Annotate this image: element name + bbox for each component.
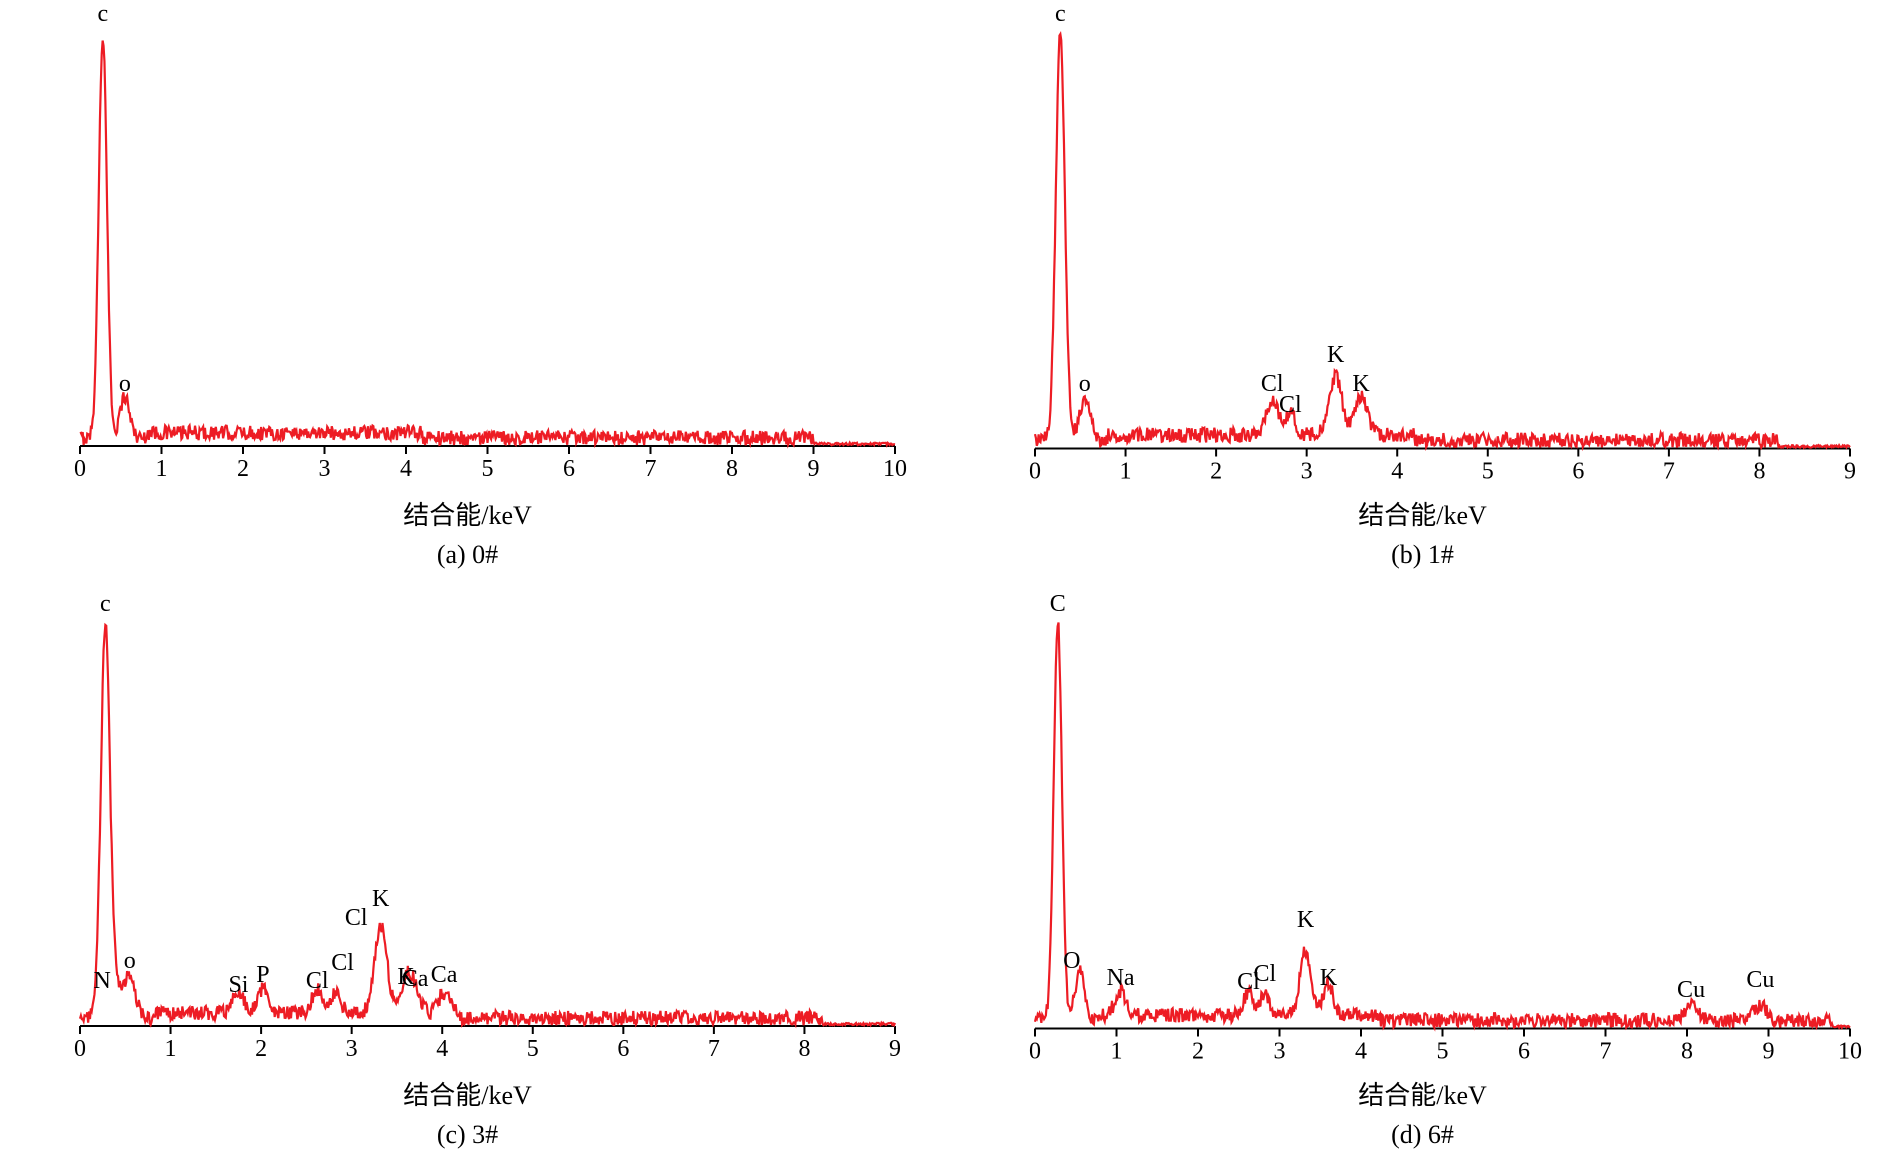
peak-label-c: c bbox=[100, 591, 111, 618]
svg-text:9: 9 bbox=[1844, 459, 1856, 485]
peak-label-ca: Ca bbox=[402, 966, 429, 993]
peak-label-cl: Cl bbox=[1253, 961, 1276, 988]
peak-label-k: K bbox=[1327, 342, 1344, 369]
peak-label-c: c bbox=[1055, 1, 1066, 28]
peak-label-o: o bbox=[1079, 371, 1091, 398]
spectrum-line bbox=[1035, 34, 1850, 448]
svg-text:3: 3 bbox=[319, 456, 331, 482]
spectrum-svg: 0 1 2 3 4 5 6 7 8 9 bbox=[975, 20, 1870, 491]
svg-text:1: 1 bbox=[1120, 459, 1132, 485]
svg-text:8: 8 bbox=[1753, 459, 1765, 485]
peak-label-p: P bbox=[256, 962, 269, 989]
peak-label-k: K bbox=[1297, 907, 1314, 934]
svg-text:7: 7 bbox=[708, 1036, 720, 1062]
peak-label-cu: Cu bbox=[1677, 977, 1705, 1004]
panel-d: 012345678910CONaClClKKCuCu 结合能/keV (d) 6… bbox=[975, 610, 1870, 1150]
svg-text:0: 0 bbox=[1029, 459, 1041, 485]
svg-text:6: 6 bbox=[617, 1036, 629, 1062]
svg-text:10: 10 bbox=[1838, 1039, 1862, 1065]
chart-b: 0123456789coClClKK bbox=[975, 20, 1870, 491]
svg-text:3: 3 bbox=[346, 1036, 358, 1062]
svg-text:1: 1 bbox=[1111, 1039, 1123, 1065]
svg-text:3: 3 bbox=[1301, 459, 1313, 485]
peak-label-c: C bbox=[1050, 591, 1066, 618]
chart-d: 012345678910CONaClClKKCuCu bbox=[975, 610, 1870, 1071]
peak-label-na: Na bbox=[1107, 965, 1135, 992]
peak-label-cl: Cl bbox=[345, 905, 368, 932]
caption-a: (a) 0# bbox=[437, 540, 498, 570]
caption-c: (c) 3# bbox=[437, 1120, 498, 1150]
peak-label-c: c bbox=[97, 1, 108, 28]
svg-text:4: 4 bbox=[400, 456, 412, 482]
peak-label-si: Si bbox=[228, 972, 248, 999]
spectrum-line bbox=[80, 41, 895, 446]
panel-c: 0123456789cNoSiPClKKCaCaClCl 结合能/keV (c)… bbox=[20, 610, 915, 1150]
spectrum-svg: 0 1 2 3 4 5 6 7 8 9 10 bbox=[975, 610, 1870, 1071]
peak-label-ca: Ca bbox=[431, 962, 458, 989]
peak-label-o: o bbox=[119, 371, 131, 398]
spectrum-svg: 0 1 2 3 4 5 6 7 8 9 10 bbox=[20, 20, 915, 491]
caption-b: (b) 1# bbox=[1391, 540, 1454, 570]
svg-text:0: 0 bbox=[1029, 1039, 1041, 1065]
svg-text:8: 8 bbox=[1681, 1039, 1693, 1065]
svg-text:10: 10 bbox=[883, 456, 907, 482]
svg-text:9: 9 bbox=[1763, 1039, 1775, 1065]
svg-text:1: 1 bbox=[165, 1036, 177, 1062]
peak-label-cl: Cl bbox=[306, 968, 329, 995]
peak-label-k: K bbox=[1320, 965, 1337, 992]
svg-text:8: 8 bbox=[798, 1036, 810, 1062]
svg-text:5: 5 bbox=[1482, 459, 1494, 485]
peak-label-cu: Cu bbox=[1746, 967, 1774, 994]
svg-text:6: 6 bbox=[1518, 1039, 1530, 1065]
xlabel-a: 结合能/keV bbox=[403, 495, 532, 532]
panel-b: 0123456789coClClKK 结合能/keV (b) 1# bbox=[975, 20, 1870, 570]
svg-text:4: 4 bbox=[436, 1036, 448, 1062]
svg-text:9: 9 bbox=[889, 1036, 901, 1062]
peak-label-k: K bbox=[1352, 371, 1369, 398]
svg-text:8: 8 bbox=[726, 456, 738, 482]
spectrum-svg: 0 1 2 3 4 5 6 7 8 9 bbox=[20, 610, 915, 1071]
peak-label-n: N bbox=[94, 968, 111, 995]
svg-text:6: 6 bbox=[563, 456, 575, 482]
xlabel-b: 结合能/keV bbox=[1358, 495, 1487, 532]
panel-grid: 012345678910co 结合能/keV (a) 0# 0123456789… bbox=[20, 20, 1870, 1140]
svg-text:2: 2 bbox=[237, 456, 249, 482]
svg-text:1: 1 bbox=[156, 456, 168, 482]
svg-text:2: 2 bbox=[1210, 459, 1222, 485]
svg-text:5: 5 bbox=[1437, 1039, 1449, 1065]
peak-label-o: O bbox=[1063, 948, 1080, 975]
svg-text:4: 4 bbox=[1391, 459, 1403, 485]
svg-text:0: 0 bbox=[74, 1036, 86, 1062]
svg-text:7: 7 bbox=[1600, 1039, 1612, 1065]
panel-a: 012345678910co 结合能/keV (a) 0# bbox=[20, 20, 915, 570]
svg-text:5: 5 bbox=[527, 1036, 539, 1062]
svg-text:0: 0 bbox=[74, 456, 86, 482]
svg-text:2: 2 bbox=[1192, 1039, 1204, 1065]
xlabel-c: 结合能/keV bbox=[403, 1075, 532, 1112]
svg-text:9: 9 bbox=[808, 456, 820, 482]
svg-text:4: 4 bbox=[1355, 1039, 1367, 1065]
svg-text:3: 3 bbox=[1274, 1039, 1286, 1065]
svg-text:6: 6 bbox=[1572, 459, 1584, 485]
peak-label-o: o bbox=[124, 948, 136, 975]
spectrum-line bbox=[80, 625, 895, 1025]
svg-text:7: 7 bbox=[1663, 459, 1675, 485]
svg-text:2: 2 bbox=[255, 1036, 267, 1062]
svg-text:5: 5 bbox=[482, 456, 494, 482]
chart-c: 0123456789cNoSiPClKKCaCaClCl bbox=[20, 610, 915, 1071]
peak-label-cl: Cl bbox=[331, 950, 354, 977]
caption-d: (d) 6# bbox=[1391, 1120, 1454, 1150]
peak-label-cl: Cl bbox=[1279, 392, 1302, 419]
spectrum-line bbox=[1035, 623, 1850, 1028]
chart-a: 012345678910co bbox=[20, 20, 915, 491]
xlabel-d: 结合能/keV bbox=[1358, 1075, 1487, 1112]
peak-label-k: K bbox=[372, 886, 389, 913]
svg-text:7: 7 bbox=[645, 456, 657, 482]
